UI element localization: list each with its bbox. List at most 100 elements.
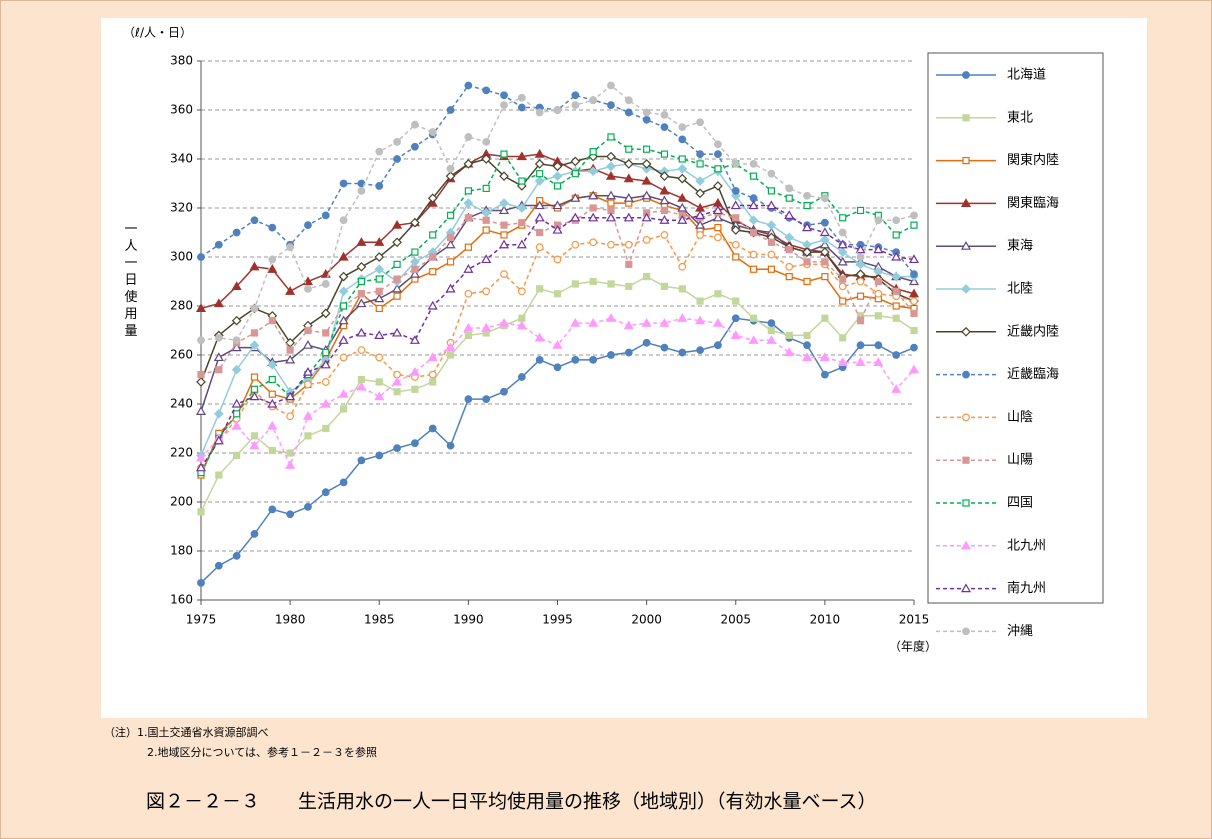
legend-label: 沖縄 xyxy=(1007,624,1033,639)
data-point xyxy=(250,529,259,538)
data-point xyxy=(249,440,260,450)
data-point xyxy=(516,239,527,249)
data-point xyxy=(643,145,651,153)
data-point xyxy=(589,356,598,364)
data-point xyxy=(837,247,848,257)
data-point xyxy=(500,221,508,229)
data-point xyxy=(696,150,704,159)
y-tick-label: 320 xyxy=(170,201,193,215)
data-point xyxy=(374,391,385,401)
data-point xyxy=(338,315,349,325)
data-point xyxy=(571,240,580,249)
data-point xyxy=(374,330,385,339)
data-point xyxy=(500,270,508,279)
legend-marker xyxy=(962,627,970,636)
data-point xyxy=(285,460,296,469)
data-point xyxy=(910,343,918,352)
data-point xyxy=(641,317,652,327)
data-point xyxy=(767,319,776,328)
caption: 図２－２－３ 生活用水の一人一日平均使用量の推移（地域別）（有効水量ベース） xyxy=(146,791,877,813)
data-point xyxy=(695,210,706,219)
legend-marker xyxy=(960,540,972,550)
data-point xyxy=(500,387,508,396)
data-point xyxy=(678,155,686,163)
data-point xyxy=(625,145,633,153)
legend-label: 近畿内陸 xyxy=(1007,323,1059,339)
data-point xyxy=(534,212,545,222)
data-point xyxy=(677,173,688,184)
data-point xyxy=(340,405,348,413)
data-point xyxy=(286,412,295,421)
data-point xyxy=(213,435,224,445)
legend-marker xyxy=(962,499,970,507)
data-point xyxy=(445,239,456,249)
data-point xyxy=(375,304,383,313)
data-point xyxy=(213,352,224,362)
data-point xyxy=(338,271,349,282)
data-point xyxy=(605,313,617,322)
data-point xyxy=(678,285,686,293)
data-point xyxy=(302,339,313,349)
data-point xyxy=(552,224,563,234)
data-point xyxy=(392,237,402,248)
data-point xyxy=(233,451,241,460)
data-point xyxy=(821,258,829,266)
data-point xyxy=(856,292,865,300)
data-point xyxy=(535,356,544,364)
data-point xyxy=(767,250,776,259)
data-point xyxy=(677,192,688,202)
series-line xyxy=(200,234,915,469)
data-point xyxy=(321,488,330,497)
data-point xyxy=(446,211,455,219)
data-point xyxy=(286,510,295,519)
data-point xyxy=(285,391,296,401)
data-point xyxy=(874,277,882,286)
legend-marker xyxy=(962,413,970,422)
data-point xyxy=(874,341,883,350)
data-point xyxy=(231,281,242,290)
data-point xyxy=(428,370,437,379)
data-point xyxy=(748,215,759,226)
data-point xyxy=(552,200,563,210)
data-point xyxy=(517,203,527,213)
data-point xyxy=(553,182,562,190)
data-point xyxy=(375,451,384,460)
data-point xyxy=(874,312,882,320)
data-point xyxy=(767,238,776,246)
data-point xyxy=(411,439,419,448)
data-point xyxy=(553,363,562,372)
legend-marker xyxy=(960,240,972,250)
data-point xyxy=(570,317,581,327)
data-point xyxy=(803,258,811,266)
data-point xyxy=(302,411,313,420)
data-point xyxy=(749,314,758,322)
data-point xyxy=(214,240,223,249)
data-point xyxy=(659,317,670,327)
data-point xyxy=(748,200,759,210)
data-point xyxy=(195,462,207,472)
data-point xyxy=(267,359,278,370)
data-point xyxy=(696,346,704,355)
data-point xyxy=(838,228,847,237)
data-point xyxy=(268,375,276,384)
data-point xyxy=(892,216,901,225)
data-point xyxy=(553,255,562,264)
data-point xyxy=(409,366,420,376)
data-point xyxy=(338,388,349,398)
data-point xyxy=(392,376,403,386)
data-point xyxy=(215,471,223,479)
data-point xyxy=(571,101,580,109)
data-point xyxy=(730,330,741,339)
data-point xyxy=(855,259,866,270)
data-point xyxy=(873,244,884,254)
data-point xyxy=(482,137,491,146)
data-point xyxy=(856,253,865,261)
data-point xyxy=(411,248,419,256)
data-point xyxy=(534,176,545,186)
data-point xyxy=(267,398,278,408)
data-point xyxy=(839,297,847,305)
data-point xyxy=(785,184,794,193)
data-point xyxy=(268,446,276,455)
data-point xyxy=(250,432,259,440)
data-point xyxy=(571,170,579,178)
